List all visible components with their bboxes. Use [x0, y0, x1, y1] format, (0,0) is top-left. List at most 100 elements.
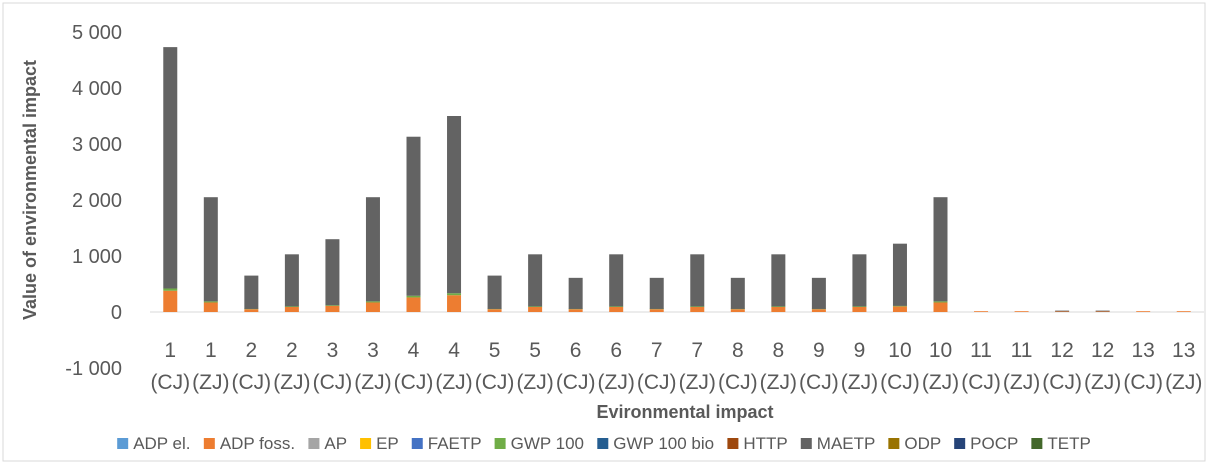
x-tick-label: (ZJ) [598, 371, 635, 394]
bar-segment [163, 290, 178, 312]
x-tick-label: 9 [813, 339, 825, 362]
bar-segment [406, 297, 421, 312]
bar-segment [447, 293, 462, 296]
x-tick-label: (CJ) [313, 371, 353, 394]
x-tick-label: 11 [1011, 339, 1033, 362]
x-tick-label: 5 [489, 339, 501, 362]
y-tick-label: 2 000 [72, 190, 122, 212]
y-tick-label: -1 000 [65, 358, 122, 380]
x-tick-label: 9 [854, 339, 866, 362]
bar-segment [852, 306, 867, 312]
bar-segment [609, 306, 624, 307]
bar-segment [284, 306, 299, 312]
y-tick-label: 1 000 [72, 246, 122, 268]
x-tick-label: (ZJ) [354, 371, 391, 394]
bar-segment [365, 302, 380, 312]
x-tick-label: 12 [1050, 339, 1073, 362]
legend-label: EP [376, 434, 399, 453]
x-tick-label: (CJ) [475, 371, 515, 394]
bar-segment [892, 305, 907, 307]
x-tick-label: (ZJ) [1084, 371, 1121, 394]
legend-swatch [888, 438, 900, 449]
x-tick-label: (ZJ) [1003, 371, 1040, 394]
x-tick-label: 8 [732, 339, 744, 362]
bar-segment [933, 197, 948, 302]
bar-segment [325, 239, 340, 306]
legend-label: FAETP [428, 434, 482, 453]
x-tick-label: (ZJ) [841, 371, 878, 394]
legend-label: ODP [904, 434, 941, 453]
bar-segment [649, 309, 664, 312]
bar-segment [568, 277, 583, 309]
x-tick-label: (CJ) [718, 371, 758, 394]
bar-segment [730, 277, 745, 309]
legend-swatch [954, 438, 966, 449]
x-tick-label: 3 [327, 339, 339, 362]
x-axis-title: Evironmental impact [596, 402, 773, 422]
x-tick-label: 1 [205, 339, 217, 362]
legend-label: AP [324, 434, 347, 453]
legend: ADP el. ADP foss. AP EP FAETP GWP 100 GWP 100 … [117, 434, 1091, 453]
legend-swatch [360, 438, 372, 449]
bar-segment [365, 197, 380, 302]
bar-segment [852, 306, 867, 307]
bar-segment [447, 295, 462, 312]
bar-segment [730, 309, 745, 312]
x-tick-label: (ZJ) [435, 371, 472, 394]
y-tick-label: 0 [111, 302, 122, 324]
bar-segment [609, 254, 624, 307]
x-tick-label: 12 [1091, 339, 1114, 362]
bar-segment [163, 288, 178, 291]
x-tick-label: (CJ) [394, 371, 434, 394]
x-tick-label: (CJ) [232, 371, 272, 394]
legend-swatch [597, 438, 609, 449]
bar-segment [1055, 311, 1070, 312]
bar-segment [447, 116, 462, 294]
legend-swatch [411, 438, 423, 449]
legend-label: HTTP [743, 434, 787, 453]
bar-segment [690, 306, 705, 307]
x-tick-label: (CJ) [637, 371, 677, 394]
legend-label: ADP foss. [220, 434, 295, 453]
x-tick-label: 13 [1172, 339, 1195, 362]
x-tick-label: 8 [773, 339, 785, 362]
x-tick-label: (ZJ) [273, 371, 310, 394]
bar-segment [528, 254, 543, 307]
bar-segment [690, 254, 705, 307]
bar-segment [1176, 311, 1191, 312]
chart-border [2, 2, 1206, 462]
legend-label: GWP 100 [511, 434, 584, 453]
x-tick-label: 2 [246, 339, 258, 362]
legend-swatch [203, 438, 215, 449]
x-tick-label: 7 [651, 339, 663, 362]
bar-segment [1095, 311, 1110, 312]
bar-segment [284, 306, 299, 307]
bar-segment [406, 136, 421, 296]
bar-segment [365, 301, 380, 303]
x-tick-label: (CJ) [1123, 371, 1163, 394]
legend-swatch [117, 438, 129, 449]
bar-segment [244, 275, 259, 309]
bar-segment [974, 311, 989, 312]
bar-segment [1055, 310, 1070, 312]
plot-area: -1 000 0 1 000 2 000 3 000 4 000 5 000 1 (CJ) 1 (Z… [65, 22, 1204, 394]
bar-segment [325, 305, 340, 306]
bar-segment [852, 254, 867, 307]
bar-segment [203, 197, 218, 302]
x-tick-label: 5 [529, 339, 541, 362]
bar-segment [284, 254, 299, 307]
legend-swatch [1031, 438, 1043, 449]
bar-segment [690, 306, 705, 312]
bar-segment [487, 275, 502, 309]
bar-segment [892, 306, 907, 312]
bar-segment [487, 309, 502, 312]
bar-segment [528, 306, 543, 307]
x-tick-label: (ZJ) [679, 371, 716, 394]
y-tick-label: 4 000 [72, 78, 122, 100]
bar-segment [933, 302, 948, 312]
bar-segment [811, 309, 826, 312]
bar-segment [244, 309, 259, 312]
bar-segment [568, 309, 583, 312]
x-tick-label: (CJ) [150, 371, 190, 394]
bar-segment [609, 306, 624, 312]
